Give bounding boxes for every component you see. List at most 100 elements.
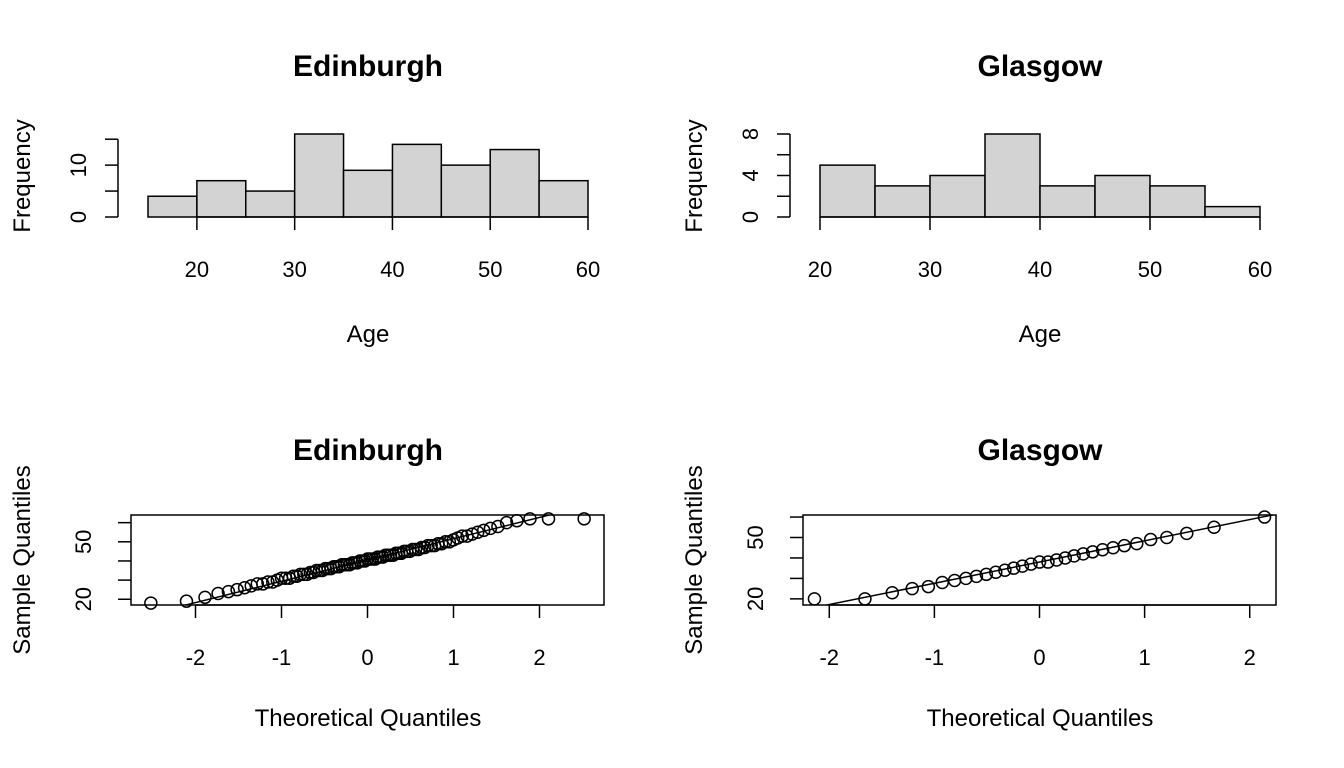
qq-point: [1024, 557, 1038, 571]
qq-point: [541, 512, 556, 526]
qq-point: [438, 535, 453, 549]
x-axis-label: Theoretical Quantiles: [255, 705, 482, 732]
x-tick-label: -1: [925, 645, 945, 670]
histogram-bar: [1094, 174, 1151, 218]
x-tick-label: 30: [918, 257, 942, 282]
qq-point: [293, 567, 308, 582]
x-tick-label: 50: [1138, 257, 1162, 282]
qq-point: [198, 590, 212, 605]
y-axis-label: Sample Quantiles: [681, 465, 708, 654]
qq-point: [1179, 526, 1194, 541]
histogram-bar: [147, 195, 198, 218]
x-tick-label: 0: [361, 645, 373, 670]
chart-title: Glasgow: [977, 434, 1103, 467]
qq-point: [510, 513, 524, 528]
qq-point: [483, 521, 498, 536]
qq-point: [250, 577, 265, 591]
x-tick-label: 50: [478, 257, 502, 282]
qq-point: [1143, 532, 1158, 547]
histogram-bar: [929, 174, 986, 218]
qq-point: [421, 538, 435, 553]
histogram-bar: [1204, 205, 1261, 218]
histogram-edinburgh: 20 30 40 50 60 0 10 Edinburgh Age Frequency: [9, 50, 600, 348]
qq-point: [179, 594, 194, 608]
qq-point: [211, 586, 225, 601]
histogram-bar: [342, 169, 394, 218]
histogram-bar: [819, 164, 876, 218]
qq-point: [577, 512, 591, 526]
qq-point: [300, 567, 314, 582]
qq-point: [1058, 551, 1073, 565]
qq-point: [998, 563, 1012, 577]
x-tick-label: 20: [185, 257, 209, 282]
histogram-bar: [293, 133, 345, 218]
y-tick-label: 10: [66, 153, 91, 177]
qq-point: [1049, 553, 1064, 567]
qq-point: [230, 582, 244, 597]
qq-point: [424, 538, 438, 553]
qq-point: [491, 519, 505, 534]
qq-point: [885, 585, 900, 600]
qq-point: [414, 540, 429, 555]
x-tick-label: 1: [447, 645, 459, 670]
y-tick-label: 8: [738, 128, 763, 140]
histogram-glasgow: 20 30 40 50 60 0 4 8 Glasgow Age Frequency: [681, 50, 1272, 348]
x-axis-label: Age: [347, 321, 390, 348]
qq-point: [1207, 520, 1221, 535]
histogram-bar: [874, 185, 931, 218]
qq-point: [499, 515, 514, 530]
qq-reference-line: [823, 515, 1276, 605]
x-tick-label: 2: [533, 645, 545, 670]
qq-point: [237, 581, 252, 595]
x-tick-label: 40: [380, 257, 404, 282]
x-tick-label: -2: [819, 645, 839, 670]
qq-point: [402, 544, 417, 559]
qq-reference-line: [182, 515, 553, 605]
x-tick-label: -2: [186, 645, 206, 670]
chart-title: Glasgow: [977, 50, 1103, 83]
qq-point: [465, 527, 479, 541]
histogram-bar: [1149, 185, 1206, 218]
y-axis-label: Frequency: [681, 119, 708, 232]
qq-point: [455, 529, 469, 543]
y-axis-label: Sample Quantiles: [9, 465, 36, 654]
qq-point: [989, 565, 1003, 580]
histogram-bar: [1039, 185, 1096, 218]
qq-point: [144, 596, 158, 610]
x-tick-label: 60: [576, 257, 600, 282]
qq-point: [807, 592, 822, 606]
qq-point: [1006, 561, 1021, 575]
qq-point: [1015, 559, 1030, 573]
qq-point: [979, 567, 994, 582]
histogram-bar: [440, 164, 491, 218]
qq-point: [1085, 545, 1100, 559]
x-tick-label: 60: [1248, 257, 1272, 282]
y-axis-label: Frequency: [9, 119, 36, 232]
x-tick-label: 40: [1028, 257, 1052, 282]
histogram-bar: [391, 143, 443, 218]
qq-point: [1130, 536, 1144, 551]
qq-point: [417, 540, 432, 555]
x-tick-label: 2: [1244, 645, 1256, 670]
y-tick-label: 0: [66, 211, 91, 223]
qq-point: [1095, 543, 1110, 557]
y-tick-label: 0: [738, 211, 763, 223]
x-tick-label: -1: [272, 645, 292, 670]
qq-plot-edinburgh: -2 -1 0 1 2 20 50 Edinburgh Theoretical Quantile…: [9, 434, 605, 732]
x-tick-label: 1: [1138, 645, 1150, 670]
y-tick-label: 50: [71, 530, 96, 554]
y-tick-label: 4: [738, 169, 763, 181]
chart-title: Edinburgh: [293, 434, 443, 467]
histogram-bar: [538, 179, 589, 218]
qq-plot-glasgow: -2 -1 0 1 2 20 50 Glasgow Theoretical Quantiles S…: [681, 434, 1277, 732]
qq-point: [411, 542, 426, 557]
qq-point: [523, 512, 537, 526]
qq-point: [306, 565, 321, 580]
qq-point: [905, 581, 919, 596]
chart-title: Edinburgh: [293, 50, 443, 83]
histogram-bar: [489, 148, 540, 218]
qq-point: [1076, 547, 1090, 561]
x-axis-label: Age: [1019, 321, 1062, 348]
qq-point: [969, 569, 984, 584]
